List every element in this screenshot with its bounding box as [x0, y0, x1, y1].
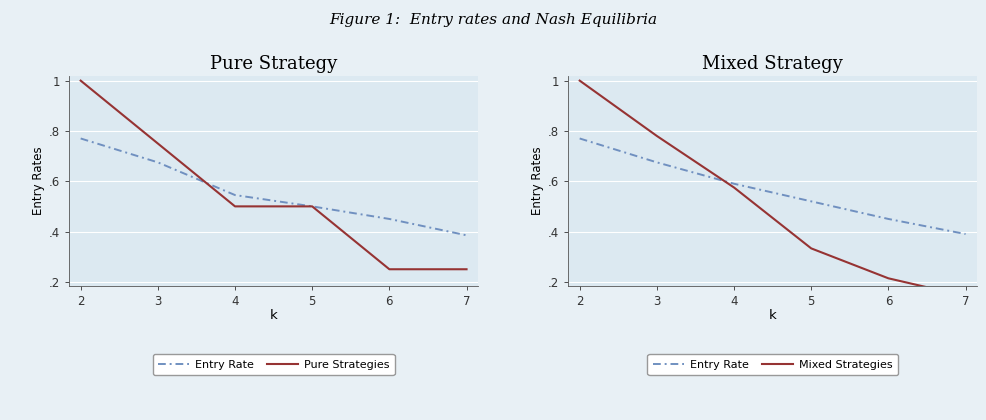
Mixed Strategies	[728, 185, 740, 190]
Mixed Strategies	[805, 246, 816, 251]
Entry Rate	[152, 160, 164, 165]
Entry Rate	[881, 216, 893, 221]
Entry Rate	[728, 181, 740, 186]
Entry Rate	[573, 136, 585, 141]
Y-axis label: Entry Rates: Entry Rates	[32, 146, 44, 215]
Entry Rate	[805, 199, 816, 204]
Pure Strategies	[306, 204, 317, 209]
Entry Rate	[651, 160, 663, 165]
Pure Strategies	[383, 267, 394, 272]
Pure Strategies	[229, 204, 241, 209]
Mixed Strategies	[881, 276, 893, 281]
Entry Rate	[460, 233, 472, 238]
Legend: Entry Rate, Mixed Strategies: Entry Rate, Mixed Strategies	[647, 354, 897, 375]
Title: Pure Strategy: Pure Strategy	[210, 55, 337, 73]
Line: Entry Rate: Entry Rate	[579, 139, 964, 234]
Mixed Strategies	[651, 134, 663, 139]
X-axis label: k: k	[768, 309, 776, 322]
Pure Strategies	[75, 78, 87, 83]
Y-axis label: Entry Rates: Entry Rates	[530, 146, 543, 215]
Line: Pure Strategies: Pure Strategies	[81, 81, 466, 269]
Entry Rate	[75, 136, 87, 141]
Line: Mixed Strategies: Mixed Strategies	[579, 81, 964, 296]
Entry Rate	[958, 231, 970, 236]
Entry Rate	[306, 204, 317, 209]
Entry Rate	[229, 192, 241, 197]
Title: Mixed Strategy: Mixed Strategy	[701, 55, 842, 73]
Entry Rate	[383, 216, 394, 221]
Text: Figure 1:  Entry rates and Nash Equilibria: Figure 1: Entry rates and Nash Equilibri…	[329, 13, 657, 26]
Legend: Entry Rate, Pure Strategies: Entry Rate, Pure Strategies	[153, 354, 394, 375]
Pure Strategies	[460, 267, 472, 272]
Mixed Strategies	[573, 78, 585, 83]
Mixed Strategies	[958, 294, 970, 299]
Pure Strategies	[152, 141, 164, 146]
X-axis label: k: k	[269, 309, 277, 322]
Line: Entry Rate: Entry Rate	[81, 139, 466, 235]
